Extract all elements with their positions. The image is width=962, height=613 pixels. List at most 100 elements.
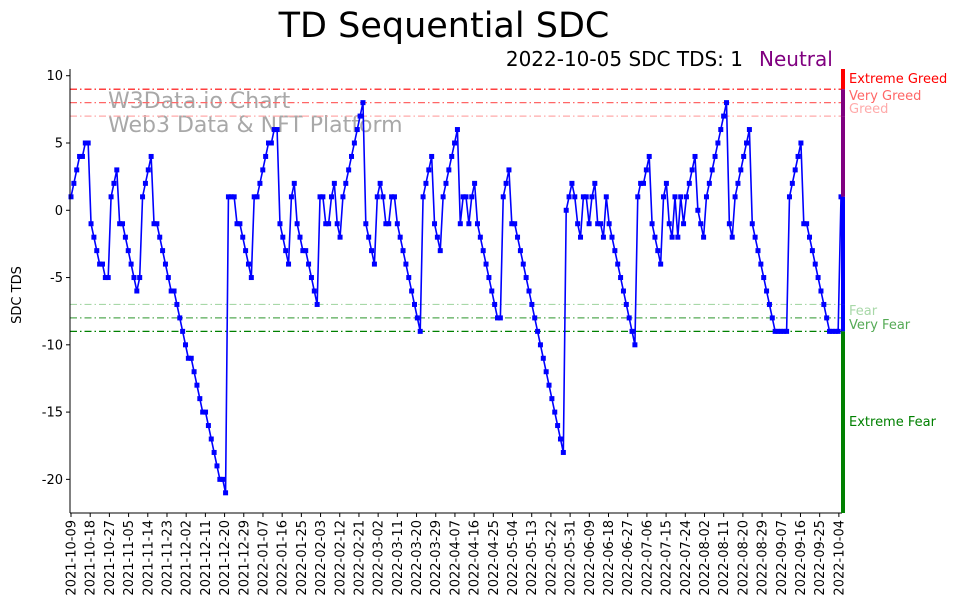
- data-point-95: [340, 194, 346, 200]
- data-point-0: [68, 194, 74, 200]
- data-point-179: [580, 194, 586, 200]
- data-point-154: [509, 221, 515, 227]
- data-point-11: [99, 261, 105, 267]
- data-point-219: [695, 207, 701, 213]
- data-point-181: [586, 221, 592, 227]
- x-tick-label-5: 2021-11-23: [160, 520, 175, 596]
- data-point-264: [824, 315, 830, 321]
- data-point-216: [686, 180, 692, 186]
- data-point-58: [234, 221, 240, 227]
- data-point-92: [331, 180, 337, 186]
- data-point-151: [500, 194, 506, 200]
- data-point-47: [203, 409, 209, 415]
- data-point-87: [317, 194, 323, 200]
- data-point-2: [74, 167, 80, 173]
- data-point-201: [643, 167, 649, 173]
- data-point-152: [503, 180, 509, 186]
- data-point-21: [128, 261, 134, 267]
- data-point-22: [131, 275, 137, 281]
- x-tick-label-26: 2022-05-31: [564, 520, 579, 596]
- x-tick-label-36: 2022-08-29: [756, 520, 771, 596]
- data-point-112: [389, 194, 395, 200]
- data-point-229: [724, 100, 730, 106]
- data-point-90: [326, 221, 332, 227]
- data-point-221: [701, 234, 707, 240]
- data-point-93: [334, 221, 340, 227]
- data-point-158: [520, 261, 526, 267]
- data-point-227: [718, 127, 724, 133]
- x-tick-label-7: 2021-12-11: [199, 520, 214, 596]
- data-point-124: [423, 180, 429, 186]
- data-point-4: [79, 153, 85, 159]
- data-point-208: [663, 180, 669, 186]
- data-point-203: [649, 221, 655, 227]
- data-point-267: [832, 328, 838, 334]
- sentiment-segment-4: [841, 304, 845, 332]
- data-point-266: [829, 328, 835, 334]
- sentiment-segment-5: [841, 331, 845, 513]
- data-point-105: [369, 248, 375, 254]
- data-point-237: [746, 127, 752, 133]
- data-point-89: [323, 221, 329, 227]
- threshold-label-3: Fear: [849, 304, 878, 319]
- data-point-197: [632, 342, 638, 348]
- x-tick-label-11: 2022-01-16: [276, 520, 291, 596]
- data-point-9: [94, 248, 100, 254]
- data-point-54: [223, 490, 229, 496]
- data-point-64: [251, 194, 257, 200]
- data-point-249: [781, 328, 787, 334]
- data-point-101: [357, 113, 363, 119]
- data-point-27: [145, 167, 151, 173]
- data-point-245: [769, 315, 775, 321]
- data-point-120: [411, 301, 417, 307]
- y-tick-label-3: -5: [50, 271, 63, 286]
- x-tick-label-20: 2022-04-07: [448, 520, 463, 596]
- data-point-77: [288, 194, 294, 200]
- data-point-96: [343, 180, 349, 186]
- data-point-118: [406, 275, 412, 281]
- data-point-136: [457, 221, 463, 227]
- data-point-39: [180, 328, 186, 334]
- data-point-26: [142, 180, 148, 186]
- data-point-68: [263, 153, 269, 159]
- x-tick-label-28: 2022-06-18: [602, 520, 617, 596]
- data-point-56: [228, 194, 234, 200]
- sentiment-label: Neutral: [759, 47, 833, 71]
- data-point-46: [200, 409, 206, 415]
- data-point-149: [495, 315, 501, 321]
- x-tick-label-29: 2022-06-27: [621, 520, 636, 596]
- data-point-260: [812, 261, 818, 267]
- data-point-170: [555, 423, 561, 429]
- x-tick-label-12: 2022-01-25: [295, 520, 310, 596]
- x-tick-label-10: 2022-01-07: [256, 520, 271, 596]
- x-tick-label-32: 2022-07-24: [679, 520, 694, 596]
- x-tick-label-4: 2021-11-14: [141, 520, 156, 596]
- data-point-175: [569, 180, 575, 186]
- data-point-250: [784, 328, 790, 334]
- data-point-72: [274, 127, 280, 133]
- data-point-261: [815, 275, 821, 281]
- y-tick-label-6: -20: [42, 473, 63, 488]
- data-point-99: [351, 140, 357, 146]
- data-point-20: [125, 248, 131, 254]
- data-point-150: [497, 315, 503, 321]
- threshold-label-2: Greed: [849, 102, 888, 117]
- data-point-213: [678, 194, 684, 200]
- data-point-57: [231, 194, 237, 200]
- watermark-line-1: W3Data.io Chart: [108, 89, 291, 114]
- x-tick-label-18: 2022-03-20: [410, 520, 425, 596]
- data-point-200: [640, 180, 646, 186]
- data-point-7: [88, 221, 94, 227]
- data-point-254: [795, 153, 801, 159]
- data-point-85: [311, 288, 317, 294]
- data-point-44: [194, 382, 200, 388]
- data-point-30: [154, 221, 160, 227]
- data-point-209: [666, 221, 672, 227]
- data-point-49: [208, 436, 214, 442]
- data-point-127: [432, 221, 438, 227]
- data-point-43: [191, 369, 197, 375]
- data-point-66: [257, 180, 263, 186]
- data-point-148: [492, 301, 498, 307]
- data-point-169: [552, 409, 558, 415]
